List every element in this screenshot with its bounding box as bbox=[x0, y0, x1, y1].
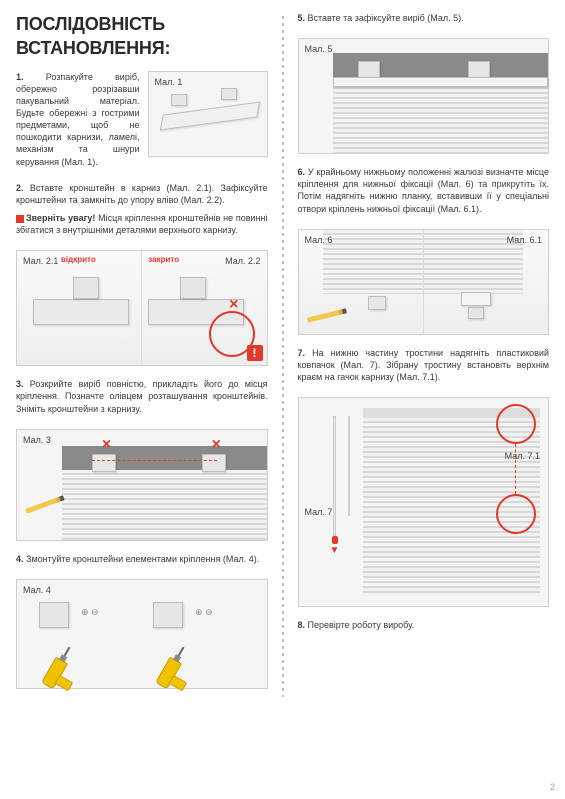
drill-icon bbox=[155, 644, 203, 697]
figure-1-label: Мал. 1 bbox=[155, 76, 183, 88]
figure-3: Мал. 3 × × bbox=[16, 429, 268, 541]
figure-2-2-label: Мал. 2.2 bbox=[225, 255, 260, 267]
step-1-text: 1. Розпакуйте виріб, обережно розрізавши… bbox=[16, 71, 140, 168]
arrow-down-icon: ▼ bbox=[329, 544, 339, 558]
screw-icon: ⊕ ⊖ bbox=[81, 606, 99, 618]
dashed-line-icon bbox=[92, 460, 217, 461]
page-title: ПОСЛІДОВНІСТЬ ВСТАНОВЛЕННЯ: bbox=[16, 12, 268, 61]
figure-6-1: Мал. 6.1 bbox=[423, 230, 548, 334]
bracket-icon bbox=[221, 88, 237, 100]
step-8-text: 8. Перевірте роботу виробу. bbox=[298, 619, 550, 631]
right-column: 5. Вставте та зафіксуйте виріб (Мал. 5).… bbox=[298, 12, 550, 701]
bracket-icon bbox=[92, 454, 116, 472]
step-1: 1. Розпакуйте виріб, обережно розрізавши… bbox=[16, 71, 268, 174]
figure-1: Мал. 1 bbox=[148, 71, 268, 157]
warning-square-icon: ! bbox=[247, 345, 263, 361]
step-4: 4. Змонтуйте кронштейни елементами кріпл… bbox=[16, 553, 268, 571]
headrail-icon bbox=[333, 77, 548, 87]
figure-2-1-label: Мал. 2.1 bbox=[23, 255, 58, 267]
figure-2-1: Мал. 2.1 відкрито bbox=[17, 251, 141, 365]
figure-4: Мал. 4 ⊕ ⊖ ⊕ ⊖ bbox=[16, 579, 268, 689]
cord-icon bbox=[348, 416, 350, 516]
bottom-bracket-icon bbox=[368, 296, 386, 310]
bracket-icon bbox=[180, 277, 206, 299]
bottom-rail-icon bbox=[461, 292, 491, 306]
red-x-icon: × bbox=[102, 434, 111, 456]
figure-3-label: Мал. 3 bbox=[23, 434, 51, 446]
figure-6-left: Мал. 6 bbox=[299, 230, 423, 334]
wand-cap-icon bbox=[332, 536, 338, 544]
pencil-icon bbox=[306, 308, 346, 323]
step-4-text: 4. Змонтуйте кронштейни елементами кріпл… bbox=[16, 553, 268, 565]
detail-circle-icon bbox=[496, 404, 536, 444]
bracket-icon bbox=[171, 94, 187, 106]
step-3: 3. Розкрийте виріб повністю, прикладіть … bbox=[16, 378, 268, 420]
step-5-text: 5. Вставте та зафіксуйте виріб (Мал. 5). bbox=[298, 12, 550, 24]
pencil-icon bbox=[25, 495, 64, 513]
figure-2-2: закрито Мал. 2.2 × ! bbox=[141, 251, 266, 365]
warning-icon bbox=[16, 215, 24, 223]
bottom-bracket-icon bbox=[468, 307, 484, 319]
step-6: 6. У крайньому нижньому положенні жалюзі… bbox=[298, 166, 550, 221]
step-5: 5. Вставте та зафіксуйте виріб (Мал. 5). bbox=[298, 12, 550, 30]
blinds-icon bbox=[323, 230, 422, 294]
figure-5-label: Мал. 5 bbox=[305, 43, 333, 55]
step-7: 7. На нижню частину тростини надягніть п… bbox=[298, 347, 550, 389]
figure-6-label: Мал. 6 bbox=[305, 234, 333, 246]
step-2-warning: Зверніть увагу! Місця кріплення кронштей… bbox=[16, 212, 268, 236]
bracket-icon bbox=[153, 602, 183, 628]
red-x-icon: × bbox=[229, 294, 238, 316]
left-column: ПОСЛІДОВНІСТЬ ВСТАНОВЛЕННЯ: 1. Розпакуйт… bbox=[16, 12, 268, 701]
red-x-icon: × bbox=[212, 434, 221, 456]
figure-7-1-label: Мал. 7.1 bbox=[505, 450, 540, 462]
rail-icon bbox=[33, 299, 129, 325]
closed-label: закрито bbox=[148, 255, 179, 266]
step-7-text: 7. На нижню частину тростини надягніть п… bbox=[298, 347, 550, 383]
bracket-icon bbox=[39, 602, 69, 628]
figure-4-label: Мал. 4 bbox=[23, 584, 51, 596]
detail-circle-icon bbox=[496, 494, 536, 534]
figure-7: ▼ Мал. 7 Мал. 7.1 bbox=[298, 397, 550, 607]
wand-icon bbox=[333, 416, 336, 536]
column-divider bbox=[282, 16, 284, 697]
step-2: 2. Вставте кронштейн в карниз (Мал. 2.1)… bbox=[16, 182, 268, 243]
drill-icon bbox=[41, 644, 89, 697]
figure-7-label: Мал. 7 bbox=[305, 506, 333, 518]
blinds-icon bbox=[62, 470, 267, 540]
bracket-icon bbox=[73, 277, 99, 299]
figure-6: Мал. 6 Мал. 6.1 bbox=[298, 229, 550, 335]
screw-icon: ⊕ ⊖ bbox=[195, 606, 213, 618]
page-number: 2 bbox=[550, 781, 555, 793]
bracket-icon bbox=[202, 454, 226, 472]
open-label: відкрито bbox=[61, 255, 96, 266]
figure-2: Мал. 2.1 відкрито закрито Мал. 2.2 × ! bbox=[16, 250, 268, 366]
figure-6-1-label: Мал. 6.1 bbox=[507, 234, 542, 246]
step-6-text: 6. У крайньому нижньому положенні жалюзі… bbox=[298, 166, 550, 215]
step-3-text: 3. Розкрийте виріб повністю, прикладіть … bbox=[16, 378, 268, 414]
step-2-text: 2. Вставте кронштейн в карниз (Мал. 2.1)… bbox=[16, 182, 268, 206]
step-8: 8. Перевірте роботу виробу. bbox=[298, 619, 550, 637]
figure-5: Мал. 5 bbox=[298, 38, 550, 154]
blinds-icon bbox=[333, 79, 548, 153]
